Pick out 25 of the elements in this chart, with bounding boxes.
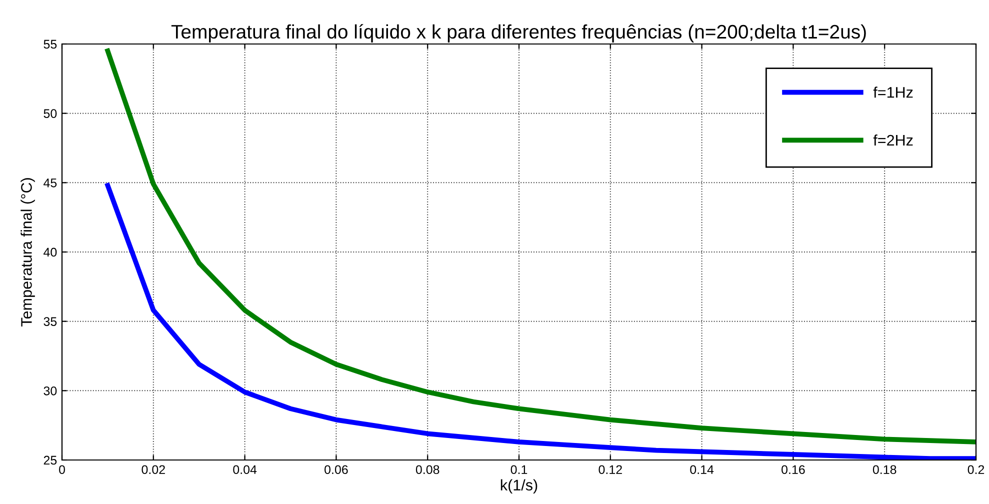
y-tick-label: 35: [44, 317, 57, 326]
y-tick-label: 55: [44, 40, 57, 49]
legend-label: f=1Hz: [873, 86, 913, 98]
line-series: [105, 48, 976, 444]
x-tick-label: 0.06: [324, 465, 348, 474]
y-tick-label: 40: [44, 248, 57, 257]
x-tick-label: 0.16: [782, 465, 805, 474]
line-series: [105, 183, 976, 460]
y-tick-label: 30: [44, 386, 57, 396]
y-tick-label: 25: [44, 456, 57, 465]
x-tick-label: 0.14: [690, 465, 714, 474]
x-axis-title: k(1/s): [500, 479, 538, 494]
y-axis-title: Temperatura final (°C): [20, 178, 35, 326]
x-tick-label: 0.08: [416, 465, 440, 474]
x-tick-label: 0.04: [233, 465, 257, 474]
x-tick-label: 0: [59, 465, 65, 474]
x-tick-label: 0.12: [598, 465, 622, 474]
chart-title: Temperatura final do líquido x k para diferentes frequências (n=200;delta t1=2us): [171, 24, 866, 42]
x-tick-label: 0.1: [510, 465, 528, 474]
x-tick-label: 0.18: [872, 465, 896, 474]
x-tick-label: 0.02: [142, 465, 165, 474]
y-tick-label: 50: [44, 109, 57, 118]
legend-label: f=2Hz: [873, 134, 913, 146]
y-tick-label: 45: [44, 178, 57, 188]
x-tick-label: 0.2: [968, 465, 984, 474]
